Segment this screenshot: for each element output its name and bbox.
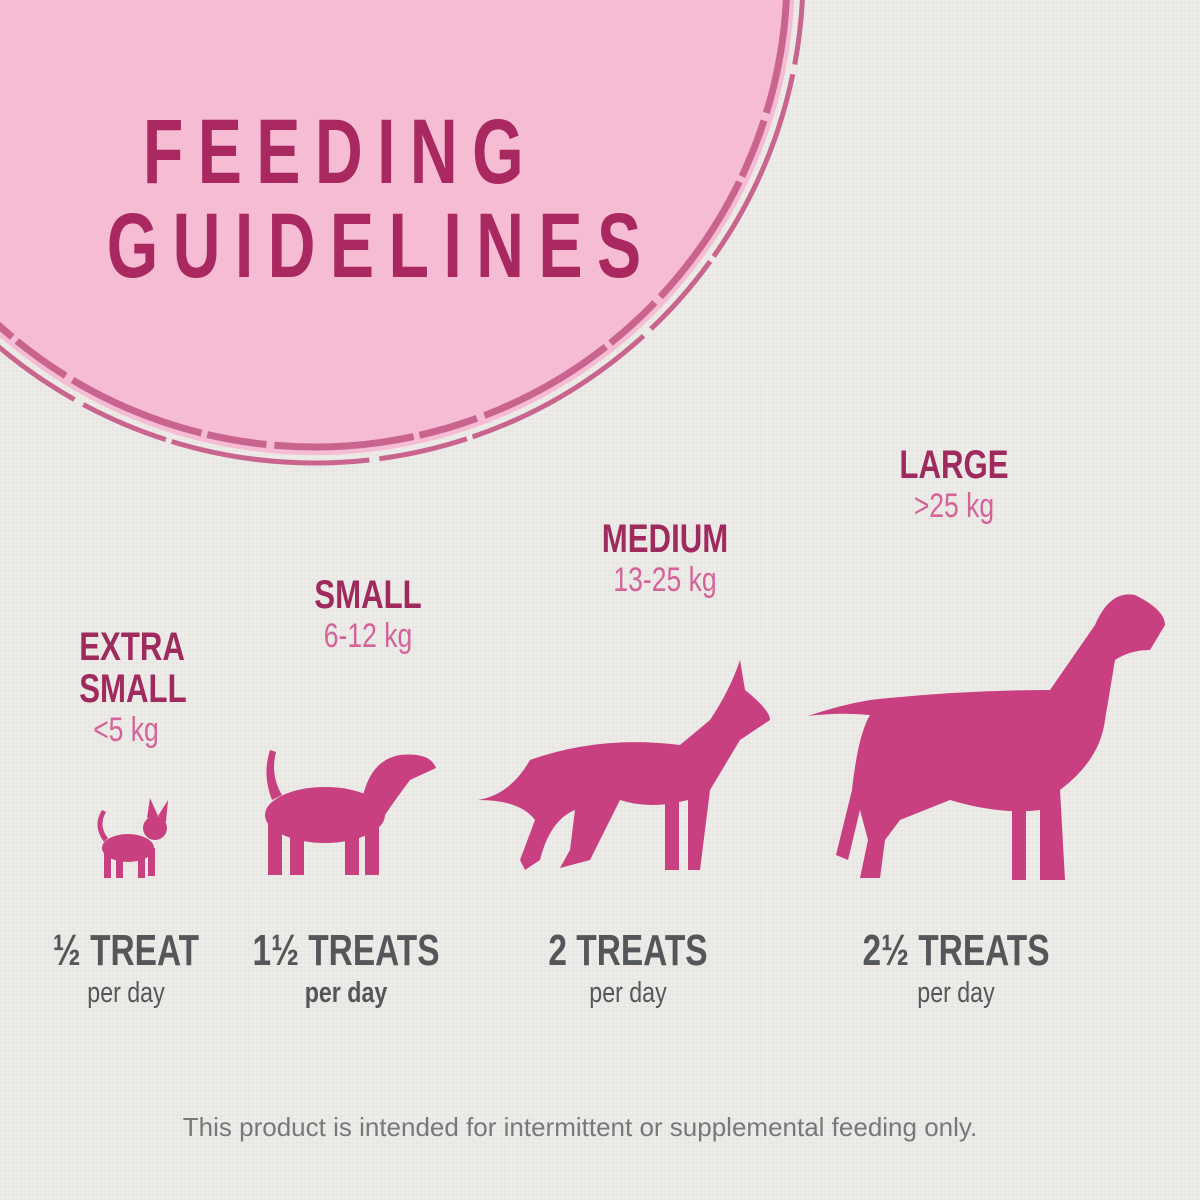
footnote: This product is intended for intermitten…	[182, 1112, 978, 1142]
shepherd-dog-icon	[478, 660, 770, 870]
size-label-extra-small: EXTRA SMALL <5 kg	[6, 626, 246, 750]
size-name: MEDIUM	[601, 517, 729, 561]
amount-extra-small: ½ TREAT per day	[0, 926, 256, 1010]
size-label-small: SMALL 6-12 kg	[248, 574, 488, 656]
per-day-label: per day	[589, 977, 667, 1009]
treat-amount: ½ TREAT	[52, 926, 200, 975]
treat-amount: 2 TREATS	[548, 926, 708, 975]
treat-amount: 1½ TREATS	[252, 926, 440, 975]
title-circle-ring-outer	[0, 0, 805, 466]
title-line-1-text: FEEDING	[142, 101, 538, 203]
weight-range: >25 kg	[913, 487, 995, 525]
treat-amount: 2½ TREATS	[862, 926, 1050, 975]
weight-range: 13-25 kg	[613, 561, 717, 599]
size-label-large: LARGE >25 kg	[834, 444, 1074, 526]
size-name: EXTRA SMALL	[79, 625, 187, 711]
title-circle	[0, 0, 795, 455]
size-name: LARGE	[899, 443, 1009, 487]
per-day-label: per day	[917, 977, 995, 1009]
title-line-1: FEEDING	[0, 106, 680, 198]
amount-medium: 2 TREATS per day	[498, 926, 758, 1010]
weight-range: <5 kg	[93, 711, 159, 749]
size-label-medium: MEDIUM 13-25 kg	[545, 518, 785, 600]
amount-small: 1½ TREATS per day	[216, 926, 476, 1010]
chihuahua-icon	[97, 798, 168, 878]
weight-range: 6-12 kg	[323, 617, 413, 655]
per-day-label: per day	[304, 977, 388, 1009]
title-line-2-text: GUIDELINES	[106, 195, 656, 297]
beagle-icon	[265, 750, 436, 875]
per-day-label: per day	[87, 977, 165, 1009]
size-name: SMALL	[314, 573, 422, 617]
title-line-2: GUIDELINES	[0, 200, 680, 292]
great-dane-icon	[808, 594, 1165, 880]
title-circle-ring-inner	[0, 0, 790, 451]
amount-large: 2½ TREATS per day	[826, 926, 1086, 1010]
